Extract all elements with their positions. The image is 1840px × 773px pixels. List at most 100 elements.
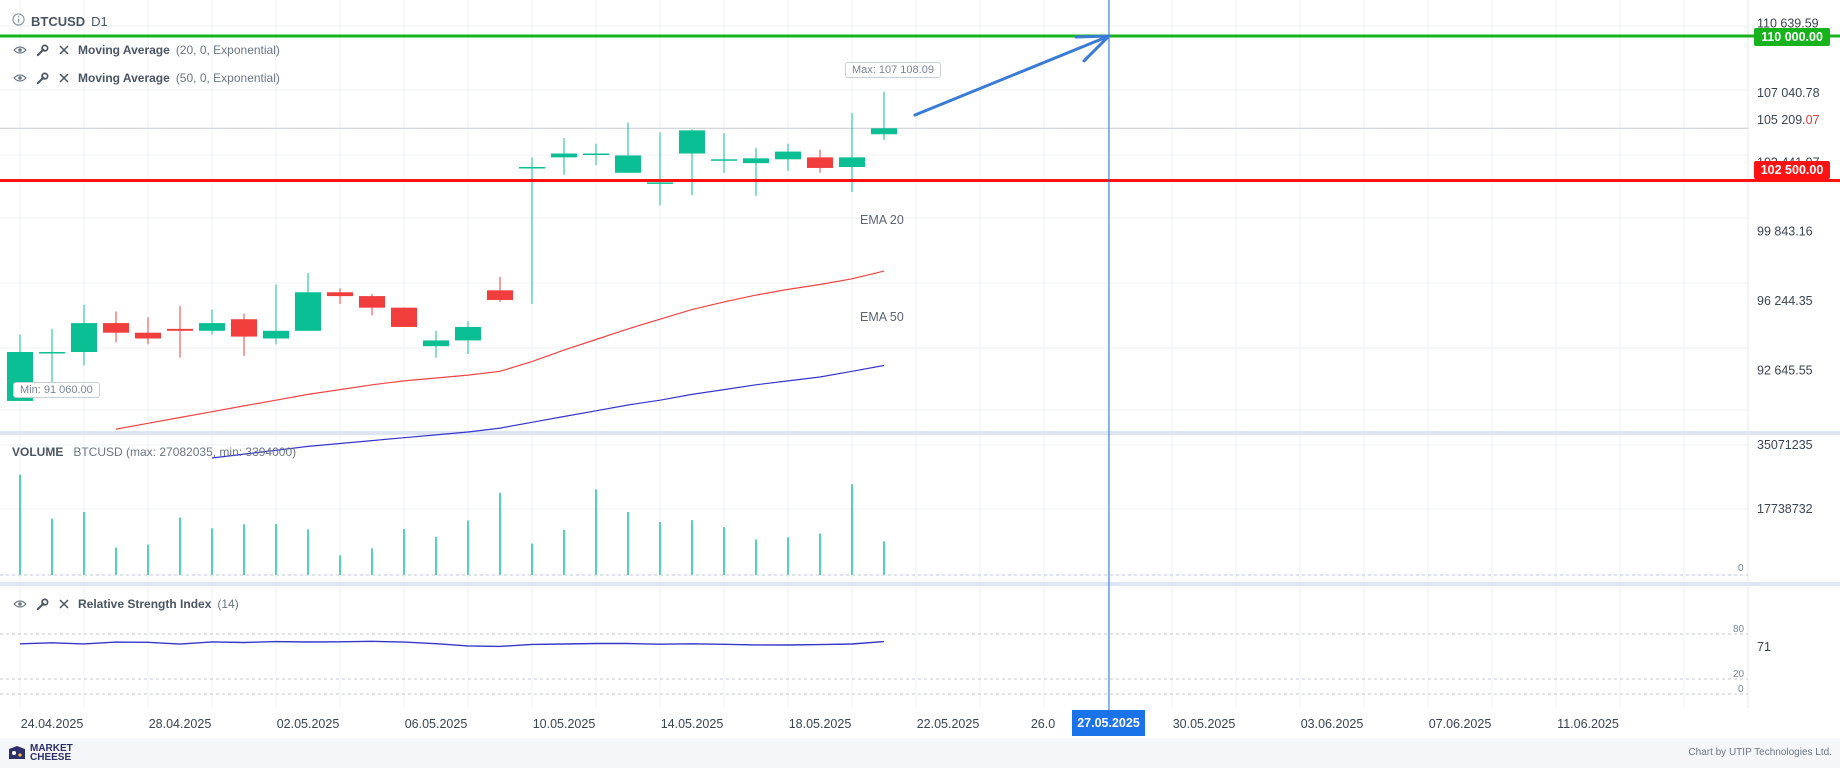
info-icon[interactable]	[12, 13, 25, 29]
candle-body	[775, 151, 801, 160]
eye-icon[interactable]	[12, 596, 28, 612]
candle-body	[167, 328, 193, 331]
candle-body	[583, 153, 609, 156]
brand-logo: MARKET CHEESE	[8, 743, 73, 763]
candle-body	[295, 292, 321, 331]
candle-body	[519, 166, 545, 169]
candle-body	[327, 292, 353, 297]
candle-body	[455, 326, 481, 341]
indicator-row-ma50: Moving Average (50, 0, Exponential)	[12, 70, 280, 86]
rsi-params: (14)	[217, 597, 239, 611]
indicator-params: (50, 0, Exponential)	[175, 71, 280, 85]
candle-body	[231, 319, 257, 337]
date-tick-label: 03.06.2025	[1301, 717, 1364, 731]
panel-separator	[0, 582, 1840, 586]
indicator-row-ma20: Moving Average (20, 0, Exponential)	[12, 42, 280, 58]
volume-tick-label: 0	[1738, 563, 1744, 574]
candle-body	[359, 296, 385, 308]
candle-body	[263, 330, 289, 339]
date-tick-label: 14.05.2025	[661, 717, 724, 731]
brand-line1: MARKET	[30, 743, 73, 754]
rsi-name: Relative Strength Index	[78, 597, 212, 611]
indicator-row-rsi: Relative Strength Index (14)	[12, 596, 239, 612]
candle-body	[71, 323, 97, 352]
date-tick-label: 28.04.2025	[149, 717, 212, 731]
volume-subtitle: BTCUSD (max: 27082035, min: 3394000)	[73, 445, 297, 459]
max-price-label: Max: 107 108.09	[845, 62, 941, 78]
symbol-header: BTCUSD D1	[12, 13, 108, 29]
chart-credit: Chart by UTIP Technologies Ltd.	[1688, 747, 1832, 758]
volume-header: VOLUME BTCUSD (max: 27082035, min: 33940…	[12, 445, 296, 459]
min-price-label: Min: 91 060.00	[13, 382, 100, 398]
close-icon[interactable]	[56, 70, 72, 86]
wrench-icon[interactable]	[34, 42, 50, 58]
candle-body	[103, 323, 129, 333]
date-tick-label: 24.04.2025	[21, 717, 84, 731]
wrench-icon[interactable]	[34, 70, 50, 86]
rsi-tick-label: 80	[1733, 624, 1745, 635]
date-tick-label: 22.05.2025	[917, 717, 980, 731]
candle-body	[551, 153, 577, 158]
current-price-label: 105 209.07	[1757, 113, 1820, 127]
ema50-label: EMA 50	[860, 310, 904, 324]
candle-body	[743, 158, 769, 164]
green-level-tag: 110 000.00	[1754, 28, 1830, 46]
rsi-tick-label: 71	[1757, 640, 1771, 654]
timeframe-label: D1	[91, 13, 108, 29]
close-icon[interactable]	[56, 596, 72, 612]
eye-icon[interactable]	[12, 42, 28, 58]
date-tick-label: 06.05.2025	[405, 717, 468, 731]
current-price-tail: 07	[1805, 113, 1820, 127]
date-tick-label: 26.0	[1031, 717, 1055, 731]
rsi-tick-label: 20	[1733, 669, 1745, 680]
symbol-name: BTCUSD	[31, 13, 86, 29]
candle-body	[423, 340, 449, 347]
ema20-line	[115, 270, 885, 430]
candle-body	[135, 332, 161, 339]
candle-body	[679, 130, 705, 154]
candle-body	[391, 307, 417, 327]
brand-text: MARKET CHEESE	[30, 743, 73, 763]
rsi-line	[19, 640, 885, 648]
forecast-arrow-head	[1074, 34, 1111, 63]
indicator-name: Moving Average	[78, 43, 170, 57]
indicator-params: (20, 0, Exponential)	[175, 43, 280, 57]
candle-body	[615, 155, 641, 173]
candle-body	[839, 157, 865, 167]
date-tick-label: 02.05.2025	[277, 717, 340, 731]
date-tick-label: 30.05.2025	[1173, 717, 1236, 731]
date-tick-label: 18.05.2025	[789, 717, 852, 731]
candle-body	[39, 351, 65, 354]
brand-line2: CHEESE	[30, 752, 72, 763]
candle-body	[199, 323, 225, 331]
candle-body	[647, 182, 673, 184]
forecast-arrow-shaft	[913, 34, 1111, 117]
current-price-main: 105 209.	[1757, 113, 1806, 127]
candle-body	[487, 290, 513, 300]
date-tick-label: 07.06.2025	[1429, 717, 1492, 731]
close-icon[interactable]	[56, 42, 72, 58]
rsi-tick-label: 0	[1738, 684, 1744, 695]
candle-body	[807, 157, 833, 168]
candle-body	[711, 159, 737, 161]
ema20-label: EMA 20	[860, 213, 904, 227]
red-level-tag: 102 500.00	[1754, 161, 1830, 179]
price-tick-label: 92 645.55	[1757, 363, 1813, 377]
price-tick-label: 96 244.35	[1757, 294, 1813, 308]
candle-body	[871, 128, 897, 135]
wrench-icon[interactable]	[34, 596, 50, 612]
volume-title: VOLUME	[12, 445, 64, 459]
date-tick-label: 11.06.2025	[1557, 717, 1619, 731]
cheese-logo-icon	[9, 746, 25, 759]
price-tick-label: 107 040.78	[1757, 86, 1820, 100]
indicator-name: Moving Average	[78, 71, 170, 85]
price-tick-label: 99 843.16	[1757, 225, 1813, 239]
ema50-line	[211, 364, 885, 459]
panel-separator	[0, 431, 1840, 435]
footer-band	[0, 738, 1840, 768]
volume-tick-label: 17738732	[1757, 502, 1813, 516]
price-tick-label: 110 639.59	[1757, 17, 1819, 31]
eye-icon[interactable]	[12, 70, 28, 86]
